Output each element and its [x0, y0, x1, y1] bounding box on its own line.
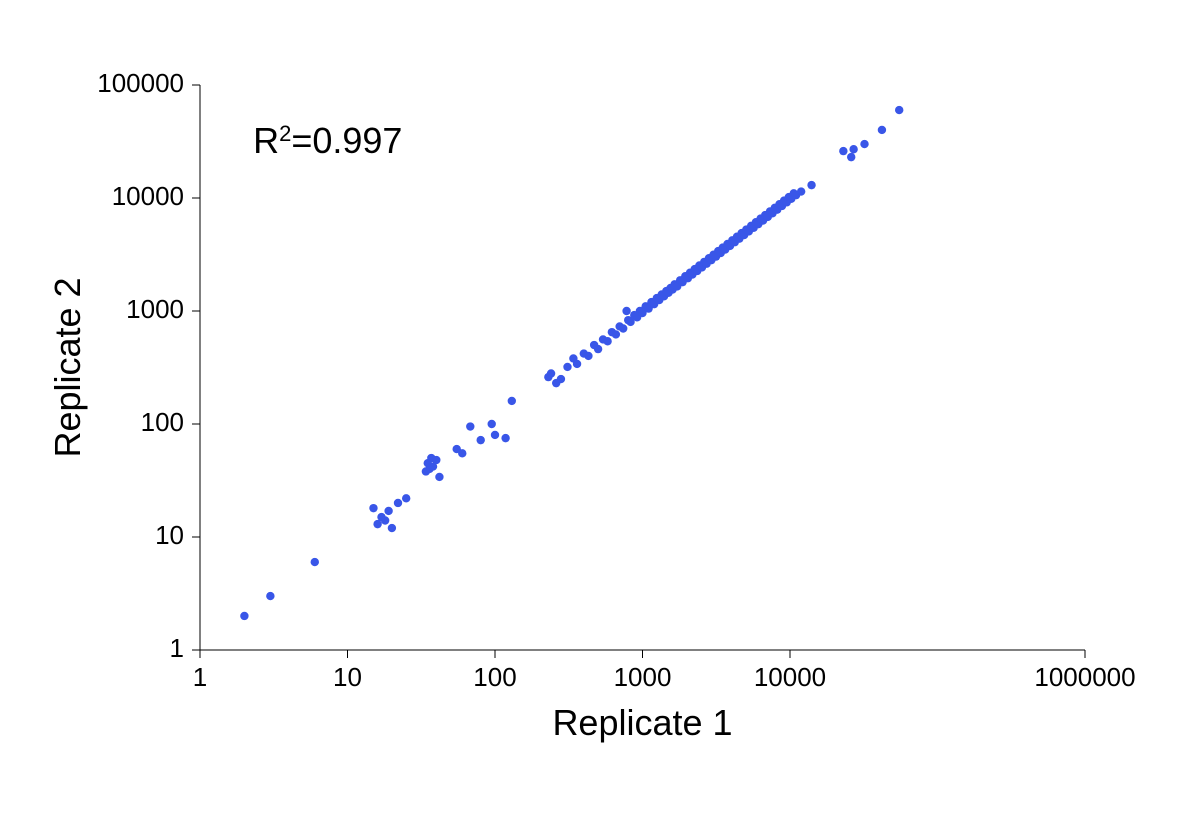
- y-tick-label: 1: [170, 633, 184, 663]
- y-tick-label: 100: [141, 407, 184, 437]
- data-point: [381, 516, 389, 524]
- data-point: [388, 524, 396, 532]
- data-point: [622, 307, 630, 315]
- data-point: [435, 473, 443, 481]
- y-axis-label: Replicate 2: [47, 277, 88, 457]
- data-point: [547, 369, 555, 377]
- data-point: [466, 422, 474, 430]
- data-point: [369, 504, 377, 512]
- data-point: [619, 324, 627, 332]
- data-point: [878, 126, 886, 134]
- x-tick-label: 10000: [754, 662, 826, 692]
- r-squared-annotation: R2=0.997: [253, 120, 402, 161]
- data-point: [849, 145, 857, 153]
- x-tick-label: 100: [473, 662, 516, 692]
- data-point: [488, 420, 496, 428]
- data-point: [573, 360, 581, 368]
- data-point: [612, 330, 620, 338]
- data-point: [432, 456, 440, 464]
- data-point: [384, 507, 392, 515]
- x-tick-label: 1000000: [1034, 662, 1135, 692]
- data-point: [266, 592, 274, 600]
- data-point: [240, 612, 248, 620]
- data-point: [508, 397, 516, 405]
- data-point: [839, 147, 847, 155]
- x-axis-label: Replicate 1: [552, 702, 732, 743]
- y-tick-label: 100000: [97, 68, 184, 98]
- scatter-chart: 1 10 100 1000 10000 1000000 1 10 100 1000 10000 100…: [0, 0, 1200, 831]
- data-point: [603, 337, 611, 345]
- data-point: [491, 431, 499, 439]
- data-point: [584, 352, 592, 360]
- data-point: [847, 153, 855, 161]
- x-tick-label: 1000: [614, 662, 672, 692]
- y-tick-label: 10: [155, 520, 184, 550]
- data-point: [394, 499, 402, 507]
- data-point: [594, 345, 602, 353]
- data-point: [563, 363, 571, 371]
- data-point: [458, 449, 466, 457]
- x-tick-label: 10: [333, 662, 362, 692]
- data-point: [895, 106, 903, 114]
- data-point: [402, 494, 410, 502]
- data-point: [557, 375, 565, 383]
- data-point: [797, 187, 805, 195]
- data-point: [860, 140, 868, 148]
- data-point: [807, 181, 815, 189]
- y-tick-label: 10000: [112, 181, 184, 211]
- data-point: [477, 436, 485, 444]
- data-point: [311, 558, 319, 566]
- y-tick-label: 1000: [126, 294, 184, 324]
- data-point: [501, 434, 509, 442]
- x-tick-label: 1: [193, 662, 207, 692]
